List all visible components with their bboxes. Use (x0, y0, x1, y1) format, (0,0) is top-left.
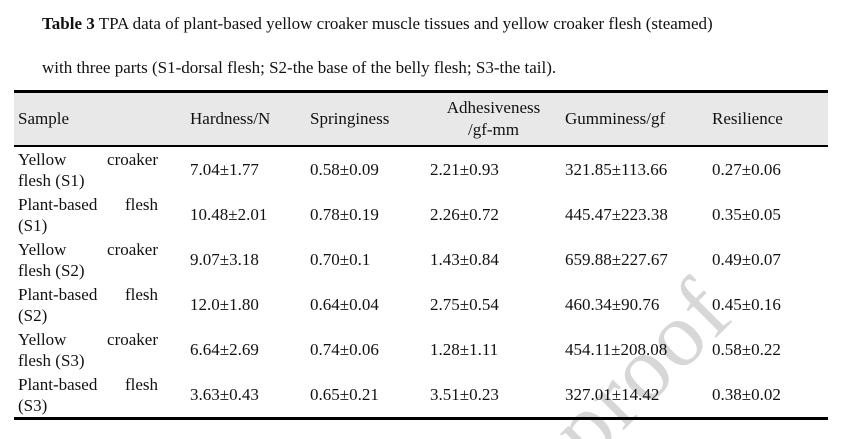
table-caption: Table 3 TPA data of plant-based yellow c… (42, 2, 841, 90)
adhesiveness-cell: 1.43±0.84 (430, 249, 499, 269)
col-header-adhesiveness-line1: Adhesiveness (446, 98, 541, 117)
col-header-hardness: Hardness/N (186, 93, 306, 147)
adhesiveness-cell: 2.75±0.54 (430, 294, 499, 314)
hardness-cell: 12.0±1.80 (190, 294, 259, 314)
table-row: Yellow croaker flesh (S1) 7.04±1.77 0.58… (14, 146, 828, 192)
gumminess-cell: 460.34±90.76 (565, 294, 660, 314)
adhesiveness-cell: 1.28±1.11 (430, 339, 499, 359)
adhesiveness-cell: 3.51±0.23 (430, 384, 499, 404)
sample-cell: Yellow croaker flesh (S2) (18, 239, 158, 280)
table-row: Plant-based flesh (S3) 3.63±0.43 0.65±0.… (14, 372, 828, 417)
sample-cell: Plant-based flesh (S2) (18, 284, 158, 325)
springiness-cell: 0.58±0.09 (310, 159, 379, 179)
springiness-cell: 0.70±0.1 (310, 249, 371, 269)
springiness-cell: 0.65±0.21 (310, 384, 379, 404)
adhesiveness-cell: 2.26±0.72 (430, 204, 499, 224)
resilience-cell: 0.38±0.02 (712, 384, 781, 404)
table-row: Yellow croaker flesh (S2) 9.07±3.18 0.70… (14, 237, 828, 282)
table-row: Plant-based flesh (S2) 12.0±1.80 0.64±0.… (14, 282, 828, 327)
hardness-cell: 6.64±2.69 (190, 339, 259, 359)
resilience-cell: 0.45±0.16 (712, 294, 781, 314)
col-header-adhesiveness: Adhesiveness /gf-mm (426, 93, 561, 147)
gumminess-cell: 445.47±223.38 (565, 204, 668, 224)
springiness-cell: 0.74±0.06 (310, 339, 379, 359)
springiness-cell: 0.64±0.04 (310, 294, 379, 314)
resilience-cell: 0.49±0.07 (712, 249, 781, 269)
col-header-adhesiveness-line2: /gf-mm (468, 120, 519, 139)
col-header-resilience: Resilience (708, 93, 828, 147)
col-header-gumminess: Gumminess/gf (561, 93, 708, 147)
gumminess-cell: 321.85±113.66 (565, 159, 668, 179)
caption-text: TPA data of plant-based yellow croaker m… (94, 14, 713, 33)
hardness-cell: 9.07±3.18 (190, 249, 259, 269)
caption-line-1: Table 3 TPA data of plant-based yellow c… (42, 2, 841, 46)
resilience-cell: 0.58±0.22 (712, 339, 781, 359)
table-row: Yellow croaker flesh (S3) 6.64±2.69 0.74… (14, 327, 828, 372)
sample-cell: Yellow croaker flesh (S3) (18, 329, 158, 370)
gumminess-cell: 659.88±227.67 (565, 249, 668, 269)
table-row: Plant-based flesh (S1) 10.48±2.01 0.78±0… (14, 192, 828, 237)
hardness-cell: 3.63±0.43 (190, 384, 259, 404)
header-row: Sample Hardness/N Springiness Adhesivene… (14, 93, 828, 147)
hardness-cell: 7.04±1.77 (190, 159, 259, 179)
caption-table-number: Table 3 (42, 14, 95, 33)
col-header-springiness: Springiness (306, 93, 426, 147)
sample-cell: Plant-based flesh (S1) (18, 194, 158, 235)
hardness-cell: 10.48±2.01 (190, 204, 268, 224)
resilience-cell: 0.27±0.06 (712, 159, 781, 179)
sample-cell: Plant-based flesh (S3) (18, 374, 158, 415)
adhesiveness-cell: 2.21±0.93 (430, 159, 499, 179)
gumminess-cell: 327.01±14.42 (565, 384, 660, 404)
resilience-cell: 0.35±0.05 (712, 204, 781, 224)
springiness-cell: 0.78±0.19 (310, 204, 379, 224)
sample-cell: Yellow croaker flesh (S1) (18, 149, 158, 190)
tpa-data-table: Sample Hardness/N Springiness Adhesivene… (14, 90, 828, 420)
col-header-sample: Sample (14, 93, 186, 147)
gumminess-cell: 454.11±208.08 (565, 339, 668, 359)
caption-line-2: with three parts (S1-dorsal flesh; S2-th… (42, 58, 557, 77)
